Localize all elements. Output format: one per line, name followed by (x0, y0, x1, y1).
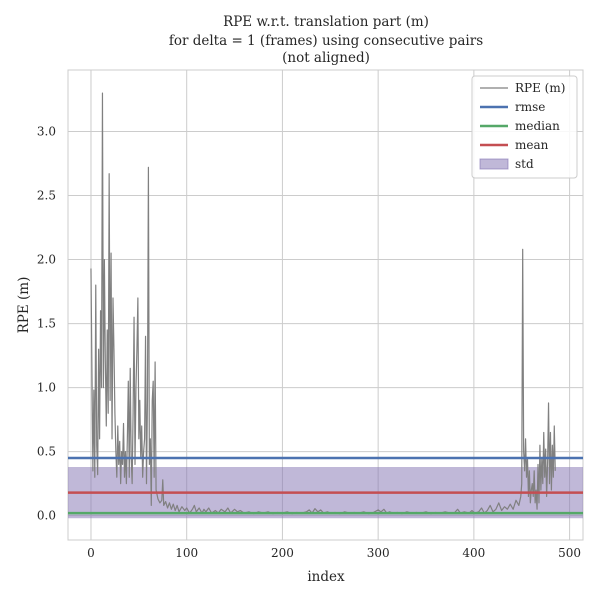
x-tick-label: 400 (462, 546, 485, 560)
legend-swatch-std (479, 158, 509, 170)
stat-lines-layer (68, 456, 583, 515)
y-tick-label: 2.0 (37, 253, 56, 267)
chart-title-line-3: (not aligned) (282, 50, 370, 66)
y-tick-label: 1.0 (37, 381, 56, 395)
y-tick-label: 0.0 (37, 509, 56, 523)
y-tick-label: 2.5 (37, 189, 56, 203)
legend-label: median (515, 119, 560, 133)
y-axis-label: RPE (m) (16, 277, 32, 334)
x-tick-label: 300 (367, 546, 390, 560)
x-tick-label: 200 (271, 546, 294, 560)
legend-label: std (515, 157, 534, 171)
y-tick-label: 0.5 (37, 445, 56, 459)
legend-label: RPE (m) (515, 81, 565, 95)
legend-label: rmse (515, 100, 545, 114)
x-tick-label: 100 (175, 546, 198, 560)
legend-box (471, 75, 578, 179)
y-tick-label: 1.5 (37, 317, 56, 331)
chart-title-line-1: RPE w.r.t. translation part (m) (223, 14, 429, 30)
legend-label: mean (515, 138, 549, 152)
x-tick-label: 0 (87, 546, 95, 560)
chart-title-line-2: for delta = 1 (frames) using consecutive… (169, 33, 483, 49)
x-tick-label: 500 (558, 546, 581, 560)
chart-title: RPE w.r.t. translation part (m) for delt… (169, 14, 483, 66)
y-tick-label: 3.0 (37, 124, 56, 138)
tick-labels: 0 100 200 300 400 500 0.0 0.5 1.0 1.5 2.0 2.5 3.0 (37, 124, 581, 560)
legend: RPE (m) rmse median mean std (471, 75, 578, 179)
x-axis-label: index (307, 569, 345, 585)
